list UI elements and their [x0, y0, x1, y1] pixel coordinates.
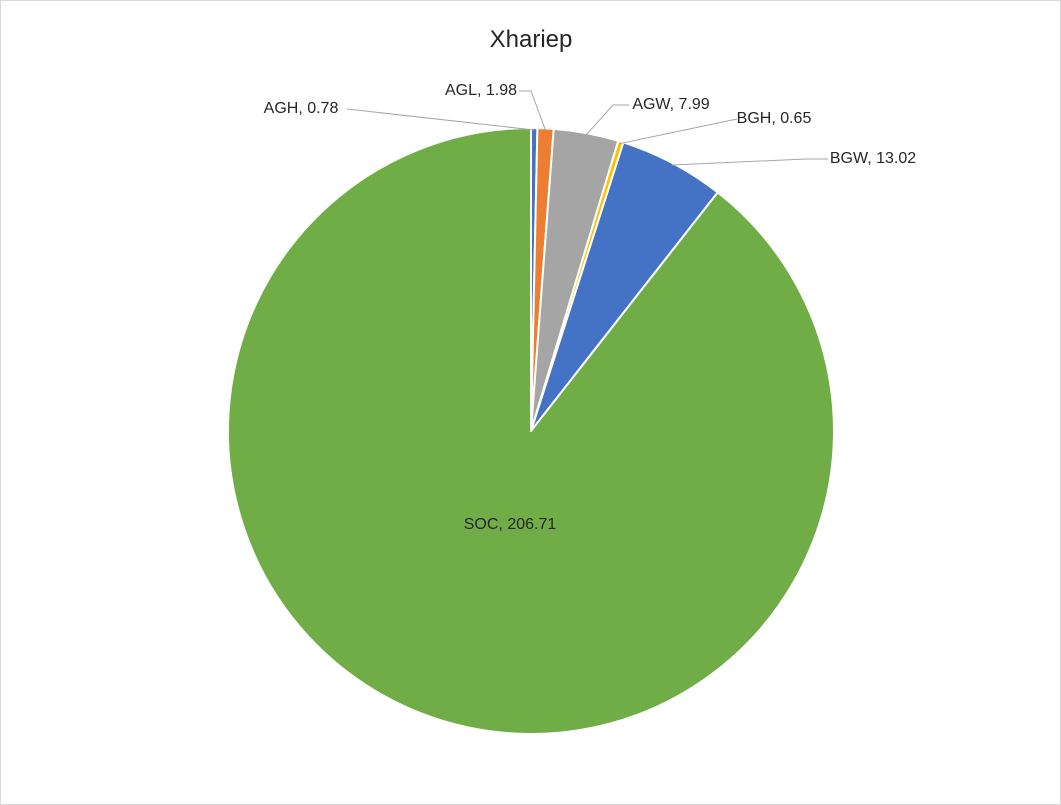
data-label-agw: AGW, 7.99: [632, 96, 709, 113]
leader-lines: [346, 90, 828, 166]
data-labels: AGH, 0.78 AGL, 1.98 AGW, 7.99 BGH, 0.65 BGW,…: [264, 82, 917, 533]
data-label-bgw: BGW, 13.02: [830, 150, 916, 167]
data-label-agl: AGL, 1.98: [445, 82, 517, 99]
leader-line-bgh: [620, 118, 738, 144]
data-label-bgh: BGH, 0.65: [737, 110, 812, 127]
leader-line-agw: [585, 104, 629, 136]
pie-slice-soc: [226, 127, 835, 735]
leader-line-agl: [519, 90, 546, 131]
data-label-agh: AGH, 0.78: [264, 100, 339, 117]
leader-line-agh: [346, 108, 535, 131]
chart-title: Xhariep: [490, 26, 573, 53]
data-label-soc: SOC, 206.71: [464, 516, 557, 533]
leader-line-bgw: [671, 158, 828, 166]
pie-slices: [226, 127, 835, 735]
